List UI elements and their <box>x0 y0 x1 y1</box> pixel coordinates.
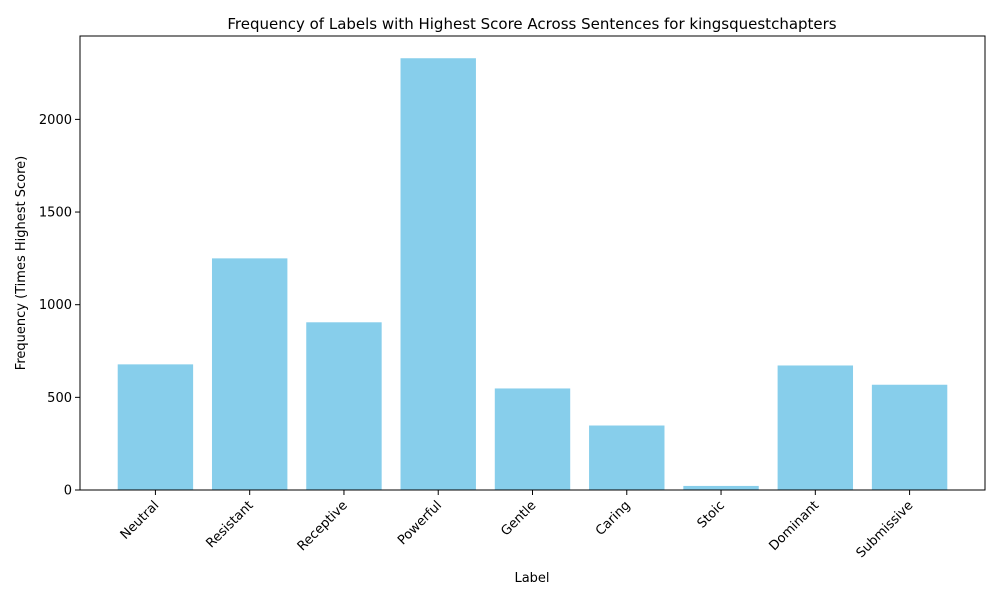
chart-title: Frequency of Labels with Highest Score A… <box>227 15 836 33</box>
y-tick-label: 1500 <box>39 206 72 221</box>
bar-caring <box>589 425 665 490</box>
bars-group <box>117 58 948 491</box>
y-tick-label: 1000 <box>39 298 72 313</box>
bar-neutral <box>117 364 194 490</box>
bar-receptive <box>306 322 382 490</box>
x-tick-label-powerful: Powerful <box>395 498 445 548</box>
y-axis-label: Frequency (Times Highest Score) <box>14 156 29 370</box>
x-tick-label-stoic: Stoic <box>695 498 728 531</box>
y-tick-label: 0 <box>64 484 72 499</box>
x-tick-label-neutral: Neutral <box>118 498 163 543</box>
bar-powerful <box>400 58 476 491</box>
x-tick-label-receptive: Receptive <box>295 498 351 554</box>
y-tick-label: 500 <box>47 391 72 406</box>
bar-dominant <box>777 365 854 490</box>
x-tick-label-gentle: Gentle <box>498 498 539 539</box>
bar-submissive <box>871 384 948 490</box>
plot-frame <box>79 35 986 491</box>
x-tick-label-caring: Caring <box>593 498 634 539</box>
y-axis: 0 500 1000 1500 2000 <box>39 113 80 499</box>
bar-stoic <box>683 485 759 490</box>
x-axis-label: Label <box>514 571 549 586</box>
x-axis: Neutral Resistant Receptive Powerful Gentle C… <box>118 490 917 561</box>
y-tick-label: 2000 <box>39 113 72 128</box>
x-tick-label-resistant: Resistant <box>203 498 256 551</box>
x-tick-label-submissive: Submissive <box>854 498 917 561</box>
bar-resistant <box>211 258 288 490</box>
bar-gentle <box>494 388 571 490</box>
x-tick-label-dominant: Dominant <box>766 498 822 554</box>
